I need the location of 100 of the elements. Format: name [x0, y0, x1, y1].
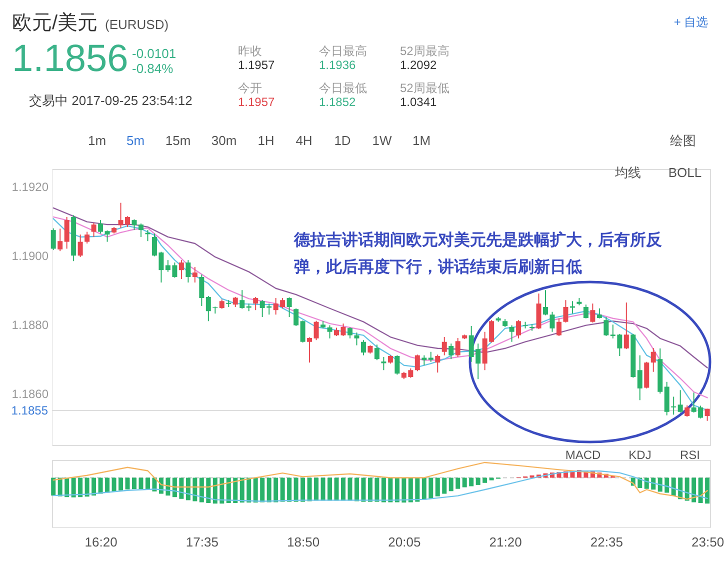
candlestick — [232, 296, 238, 308]
candlestick — [314, 320, 319, 341]
candlestick — [104, 230, 110, 242]
bar — [328, 478, 332, 501]
bar — [394, 478, 400, 502]
candlestick — [624, 302, 629, 350]
candlestick — [684, 404, 690, 418]
candlestick — [98, 220, 104, 234]
text: 昨收 — [238, 44, 262, 58]
candlestick — [604, 316, 609, 336]
candlestick — [78, 234, 83, 258]
text: 1.1936 — [319, 58, 356, 72]
bar — [226, 478, 231, 504]
bar — [415, 478, 420, 502]
x-tick-label: 18:50 — [287, 534, 320, 550]
candlestick — [428, 351, 434, 362]
candlestick — [550, 311, 555, 332]
candlestick — [394, 354, 400, 376]
candlestick — [50, 228, 56, 251]
text: -0.84% — [132, 61, 174, 76]
candlestick — [509, 324, 514, 342]
candlestick — [442, 336, 447, 356]
bar — [469, 478, 474, 486]
candlestick — [178, 260, 184, 280]
bar — [186, 478, 190, 500]
candlestick — [286, 296, 292, 318]
bar — [705, 478, 710, 504]
bar — [132, 478, 136, 490]
bar — [78, 478, 83, 498]
bar — [98, 478, 103, 494]
bar — [664, 478, 670, 493]
candlestick — [219, 298, 224, 310]
bar — [240, 478, 244, 503]
bar — [274, 478, 278, 502]
bar — [105, 478, 110, 493]
bar — [294, 478, 298, 502]
candlestick — [556, 318, 562, 336]
x-tick-label: 17:35 — [186, 534, 218, 550]
bar — [402, 478, 406, 503]
text: 1.1856 — [12, 38, 128, 80]
candlestick — [253, 296, 258, 311]
candlestick — [58, 228, 63, 252]
bar — [388, 478, 393, 502]
bar — [192, 478, 198, 502]
candlestick — [637, 354, 642, 401]
bar — [381, 478, 386, 502]
candlestick — [455, 338, 460, 358]
text: 1.2092 — [400, 58, 438, 72]
bar — [482, 478, 488, 483]
bar — [320, 478, 326, 501]
bar — [368, 478, 372, 502]
text: 1M — [412, 133, 431, 148]
bar — [489, 478, 494, 480]
bar — [206, 478, 211, 504]
x-tick-label: 21:20 — [489, 534, 522, 550]
text: 1.0341 — [400, 95, 438, 109]
candlestick — [186, 260, 191, 284]
candlestick — [590, 303, 596, 324]
y-tick-label: 1.1900 — [12, 248, 49, 263]
y-tick-label: 1.1860 — [12, 386, 49, 401]
text: 今日最低 — [319, 81, 367, 95]
y-tick-label: 1.1920 — [12, 180, 49, 194]
chart-subtitle: (EURUSD) — [105, 17, 169, 32]
bar — [435, 478, 440, 496]
candlestick — [583, 304, 588, 319]
line-series — [52, 207, 708, 368]
bar — [125, 478, 130, 490]
text: 15m — [165, 133, 191, 148]
bar — [118, 478, 124, 490]
text: 1W — [372, 133, 392, 148]
bar — [266, 478, 272, 502]
ref-line-label: 1.1855 — [11, 404, 48, 418]
bar — [51, 478, 56, 496]
bar — [71, 478, 76, 498]
candlestick — [84, 231, 90, 244]
bar — [314, 478, 319, 501]
bar — [84, 478, 90, 497]
x-tick-label: 22:35 — [590, 534, 623, 550]
bar — [428, 478, 434, 498]
text: 今开 — [238, 81, 262, 95]
candlestick — [422, 354, 427, 366]
text: 4H — [296, 133, 312, 148]
text: 1D — [334, 133, 351, 148]
candlestick — [596, 308, 602, 319]
candlestick — [354, 332, 360, 346]
text: 绘图 — [670, 133, 696, 148]
candlestick — [543, 290, 548, 316]
candlestick — [307, 336, 312, 364]
text: 5m — [126, 133, 145, 148]
text: 52周最高 — [400, 44, 450, 58]
candlestick — [199, 274, 204, 306]
candlestick — [530, 324, 535, 332]
bar — [253, 478, 258, 503]
bar — [348, 478, 352, 501]
candlestick — [91, 222, 96, 238]
bar — [112, 478, 116, 492]
annotation: 德拉吉讲话期间欧元对美元先是跌幅扩大，后有所反弹，此后再度下行，讲话结束后刷新日低 — [293, 230, 663, 276]
text: 1H — [258, 133, 274, 148]
bar — [448, 478, 454, 492]
text: MACD — [565, 448, 601, 462]
